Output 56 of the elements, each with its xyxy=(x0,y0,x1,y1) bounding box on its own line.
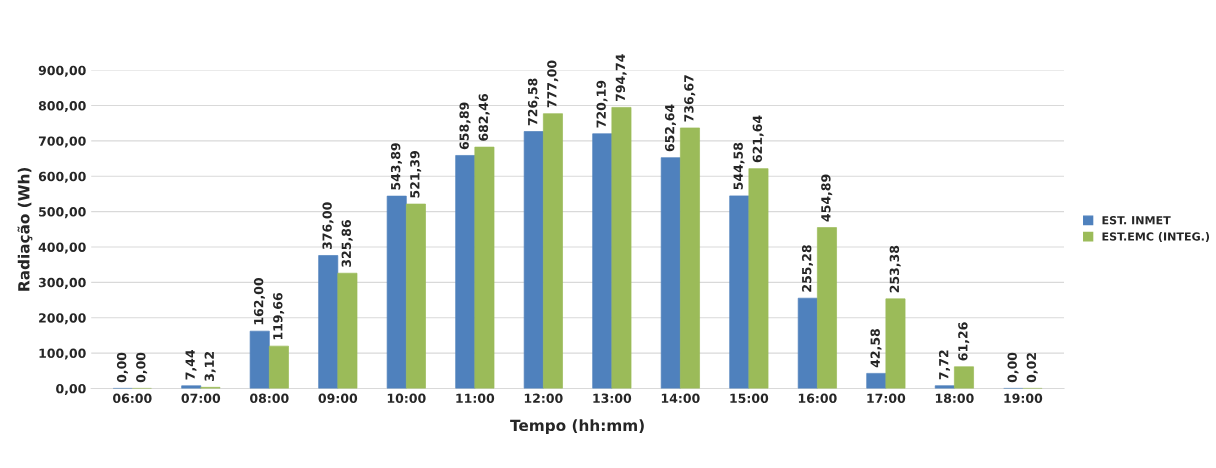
data-label: 726,58 xyxy=(527,78,539,126)
data-label: 544,58 xyxy=(733,142,745,190)
y-tick-label: 700,00 xyxy=(38,136,86,148)
x-tick-label: 09:00 xyxy=(318,393,358,403)
y-tick-label: 900,00 xyxy=(38,65,86,77)
x-tick-label: 13:00 xyxy=(593,393,632,403)
legend-label: EST. INMET xyxy=(1102,215,1171,225)
data-label: 777,00 xyxy=(547,60,559,108)
data-label: 0,00 xyxy=(116,352,128,383)
x-tick-label: 06:00 xyxy=(113,393,152,403)
x-tick-label: 18:00 xyxy=(935,393,974,403)
data-label: 621,64 xyxy=(752,115,764,163)
x-tick-label: 08:00 xyxy=(250,393,289,403)
data-label: 61,26 xyxy=(958,322,970,361)
data-label: 162,00 xyxy=(253,277,265,325)
y-tick-label: 500,00 xyxy=(39,207,86,219)
y-tick-label: 100,00 xyxy=(39,348,86,360)
y-axis-title: Radiação (Wh) xyxy=(17,167,33,291)
x-tick-label: 11:00 xyxy=(456,393,495,403)
data-label: 0,00 xyxy=(1007,352,1019,383)
x-tick-label: 19:00 xyxy=(1004,393,1043,403)
x-tick-label: 17:00 xyxy=(867,393,906,403)
data-label: 7,72 xyxy=(938,350,951,380)
y-tick-label: 0,00 xyxy=(56,383,86,395)
data-label: 325,86 xyxy=(341,220,353,267)
y-tick-label: 300,00 xyxy=(38,277,86,289)
x-tick-label: 16:00 xyxy=(798,393,837,403)
data-label: 7,44 xyxy=(185,349,197,380)
data-label: 376,00 xyxy=(322,202,334,250)
data-label: 736,67 xyxy=(684,75,696,122)
legend-label: EST.EMC (INTEG.) xyxy=(1102,232,1210,243)
x-axis-title: Tempo (hh:mm) xyxy=(510,419,644,435)
x-tick-label: 07:00 xyxy=(181,393,221,403)
y-tick-label: 600,00 xyxy=(38,171,86,183)
data-label: 42,58 xyxy=(870,329,882,368)
x-tick-label: 12:00 xyxy=(524,393,563,403)
y-tick-label: 200,00 xyxy=(39,313,86,325)
data-label: 119,66 xyxy=(273,293,285,340)
data-label: 720,19 xyxy=(596,80,608,128)
x-tick-label: 15:00 xyxy=(730,393,769,403)
data-label: 652,64 xyxy=(664,104,676,152)
y-tick-label: 800,00 xyxy=(38,101,86,113)
y-tick-label: 400,00 xyxy=(38,242,86,254)
x-tick-label: 10:00 xyxy=(387,393,426,403)
data-label: 255,28 xyxy=(801,245,814,292)
data-label: 454,89 xyxy=(821,174,833,222)
data-label: 3,12 xyxy=(204,352,216,381)
data-label: 543,89 xyxy=(390,143,402,190)
data-label: 0,00 xyxy=(136,352,148,383)
data-label: 253,38 xyxy=(889,245,901,293)
x-tick-label: 14:00 xyxy=(661,393,700,403)
data-label: 794,74 xyxy=(615,54,627,102)
data-label: 658,89 xyxy=(459,102,471,150)
data-label: 521,39 xyxy=(410,151,422,198)
data-label: 682,46 xyxy=(478,94,490,141)
data-label: 0,02 xyxy=(1026,353,1038,383)
